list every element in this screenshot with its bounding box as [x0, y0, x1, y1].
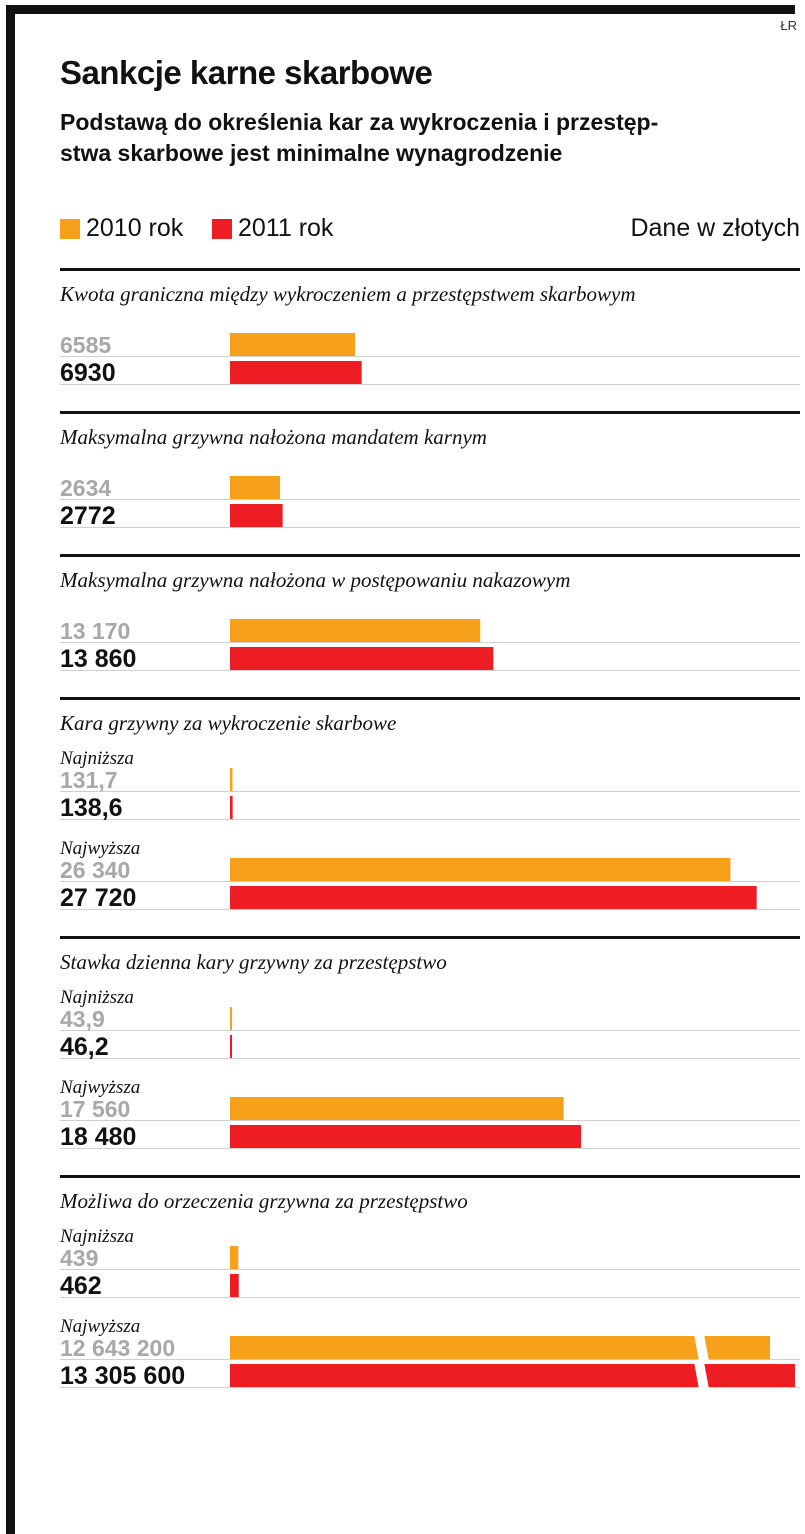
bar-2011	[230, 886, 757, 909]
legend: 2010 rok 2011 rok Dane w złotych	[60, 214, 800, 246]
bar-2011	[230, 504, 283, 527]
bar-2010	[230, 1336, 770, 1359]
axis-break-gap	[694, 1362, 709, 1389]
bar-2011	[230, 1364, 795, 1387]
value-label-2011: 138,6	[60, 794, 123, 822]
bar-2011	[230, 361, 362, 384]
legend-swatch-2011	[212, 218, 232, 239]
frame-corner-tab	[6, 5, 80, 14]
chart-subtitle-text: Podstawą do określenia kar za wykroczeni…	[60, 109, 659, 166]
chart-title: Sankcje karne skarbowe	[60, 54, 433, 91]
bar-2011	[230, 1274, 239, 1297]
bar-2010	[230, 476, 281, 499]
bar-2010	[230, 1246, 239, 1269]
axis-break-gap	[694, 1334, 709, 1361]
legend-label-2011: 2011 rok	[238, 214, 334, 242]
group-label: Najniższa	[59, 1226, 134, 1247]
group-label: Najniższa	[59, 748, 134, 769]
value-label-2010: 43,9	[60, 1006, 105, 1032]
value-label-2011: 46,2	[60, 1033, 109, 1061]
legend-item-2010: 2010 rok	[60, 214, 183, 243]
value-label-2011: 13 305 600	[60, 1362, 185, 1390]
value-label-2010: 26 340	[60, 857, 130, 883]
section-divider	[60, 554, 800, 557]
value-label-2011: 18 480	[60, 1123, 136, 1151]
section-title: Kwota graniczna między wykroczeniem a pr…	[59, 282, 636, 306]
bar-2011	[230, 1035, 232, 1058]
chart-subtitle: Podstawą do określenia kar za wykroczeni…	[60, 107, 780, 169]
section-title: Możliwa do orzeczenia grzywna za przestę…	[59, 1189, 468, 1213]
frame-top-bar	[6, 5, 795, 14]
section-title: Maksymalna grzywna nałożona w postępowan…	[59, 568, 570, 592]
bar-2010	[230, 1007, 232, 1030]
value-label-2010: 12 643 200	[60, 1335, 175, 1361]
section-title: Kara grzywny za wykroczenie skarbowe	[59, 711, 396, 735]
bar-2010	[230, 333, 356, 356]
bar-2011	[230, 647, 494, 670]
group-label: Najwyższa	[59, 838, 140, 859]
value-label-2011: 13 860	[60, 645, 136, 673]
section-title: Maksymalna grzywna nałożona mandatem kar…	[59, 425, 487, 449]
section-divider	[60, 936, 800, 939]
value-label-2010: 131,7	[60, 767, 118, 793]
bar-2010	[230, 1097, 564, 1120]
value-label-2010: 6585	[60, 332, 111, 358]
value-label-2010: 13 170	[60, 618, 130, 644]
bar-2011	[230, 1125, 582, 1148]
group-label: Najniższa	[59, 987, 134, 1008]
bar-2010	[230, 619, 481, 642]
units-note: Dane w złotych	[630, 214, 800, 242]
bar-2011	[230, 796, 233, 819]
legend-label-2010: 2010 rok	[86, 214, 184, 242]
value-label-2011: 6930	[60, 359, 116, 387]
value-label-2011: 27 720	[60, 884, 136, 912]
legend-item-2011: 2011 rok	[212, 214, 333, 243]
section-divider	[60, 268, 800, 271]
bar-2010	[230, 858, 731, 881]
value-label-2011: 462	[60, 1272, 102, 1300]
author-credit: ŁR	[780, 18, 797, 33]
section-divider	[60, 411, 800, 414]
group-label: Najwyższa	[59, 1316, 140, 1337]
bar-2010	[230, 768, 233, 791]
section-title: Stawka dzienna kary grzywny za przestęps…	[60, 950, 447, 974]
value-label-2011: 2772	[60, 502, 116, 530]
frame-left-bar	[6, 5, 15, 1534]
value-label-2010: 2634	[60, 475, 111, 501]
value-label-2010: 17 560	[60, 1096, 130, 1122]
value-label-2010: 439	[60, 1245, 98, 1271]
legend-swatch-2010	[60, 218, 80, 239]
section-divider	[60, 697, 800, 700]
group-label: Najwyższa	[59, 1077, 140, 1098]
section-divider	[60, 1175, 800, 1178]
